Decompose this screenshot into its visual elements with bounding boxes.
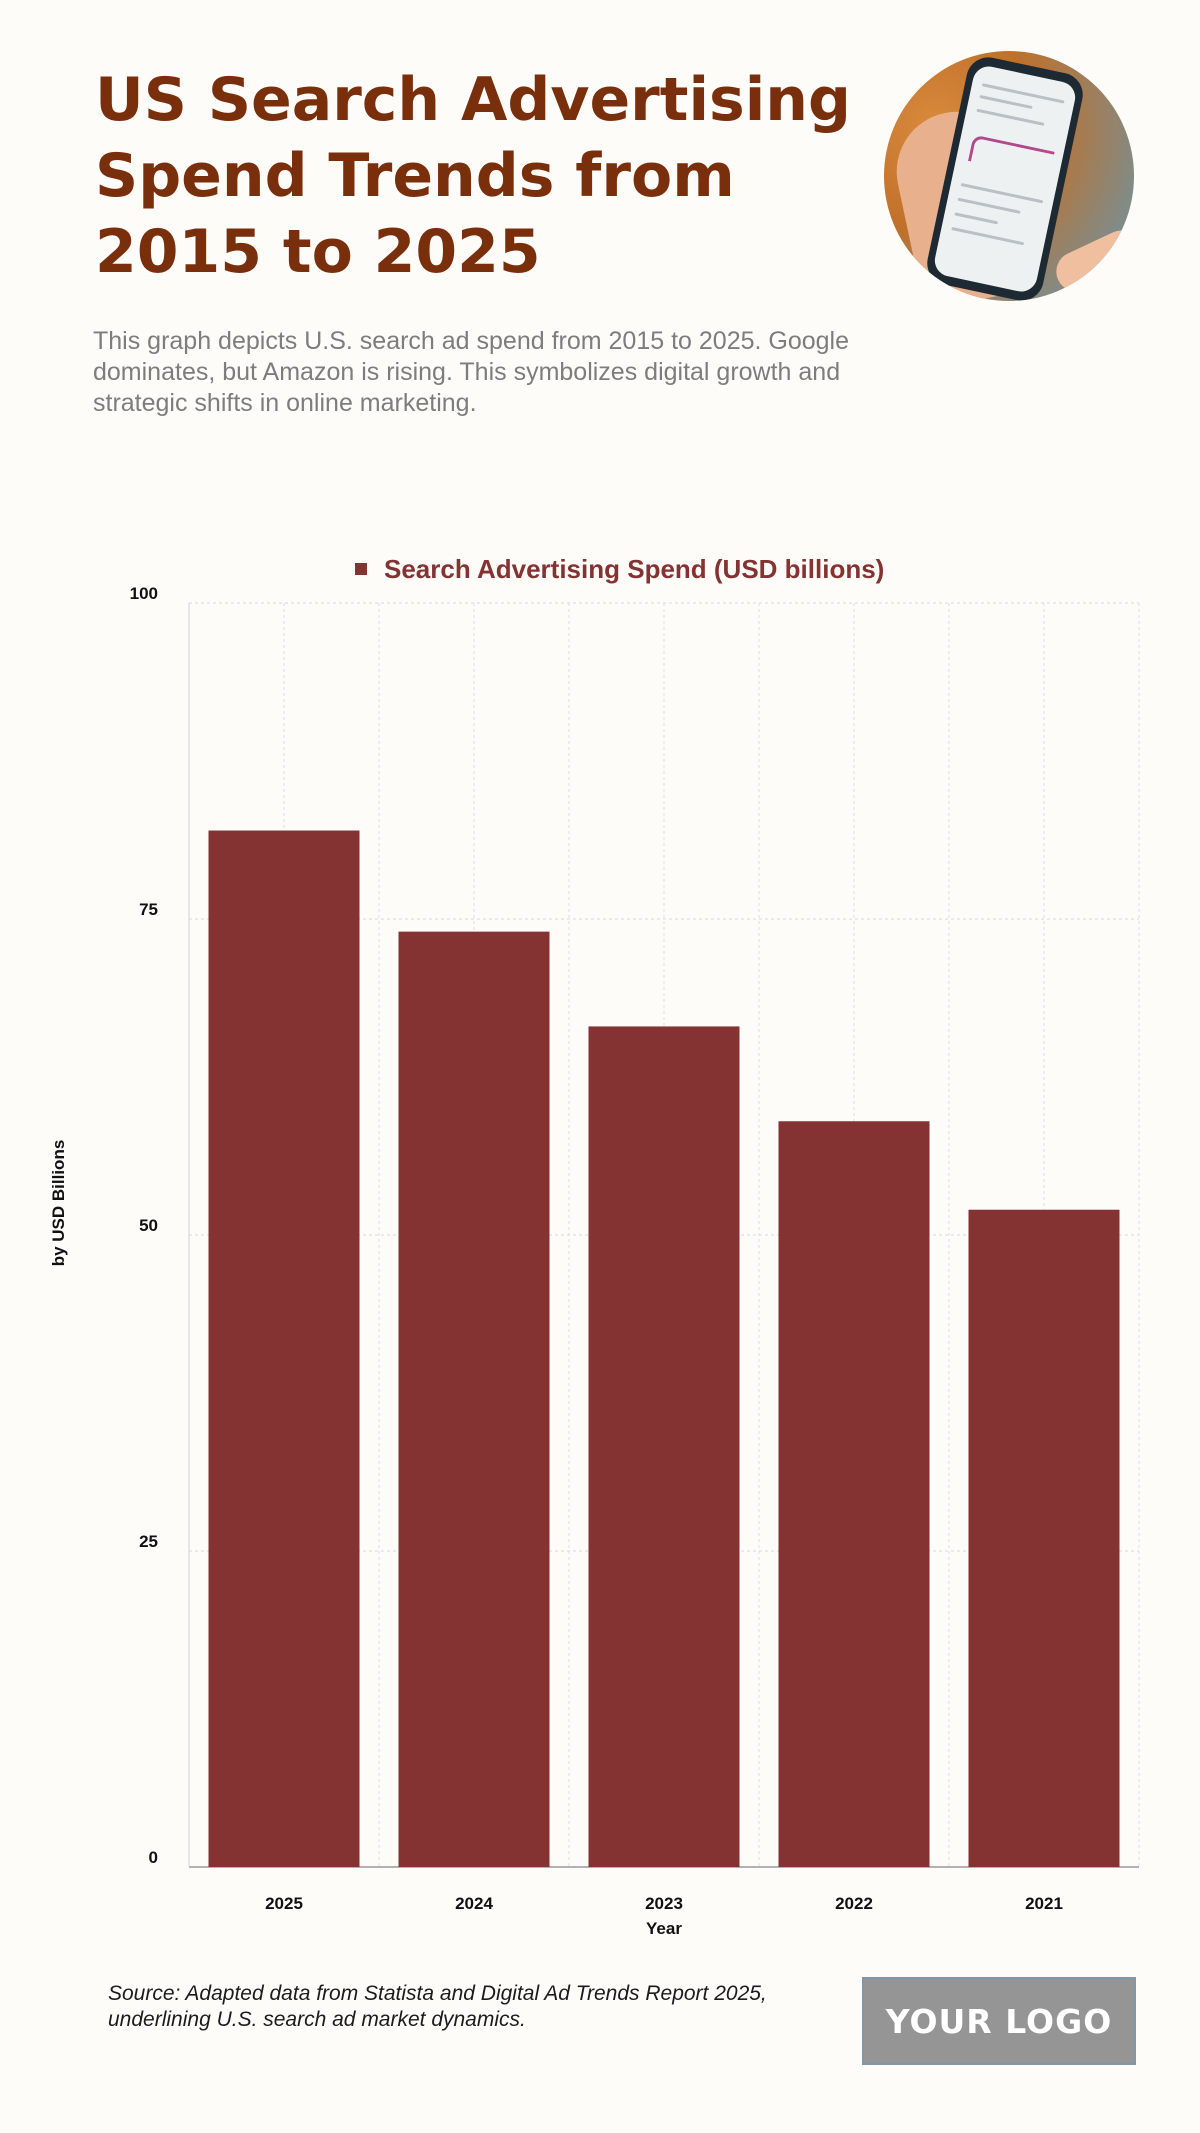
bar-2024 xyxy=(398,931,550,1867)
y-tick-label: 75 xyxy=(139,900,158,919)
y-tick-label: 50 xyxy=(139,1216,158,1235)
x-axis-title: Year xyxy=(646,1919,682,1938)
y-axis-title: by USD Billions xyxy=(49,1139,68,1267)
bar-2023 xyxy=(588,1026,740,1867)
x-tick-labels: 2025 2024 2023 2022 2021 xyxy=(265,1894,1063,1913)
page-subtitle: This graph depicts U.S. search ad spend … xyxy=(93,327,850,417)
x-tick-label: 2022 xyxy=(835,1894,873,1913)
bars xyxy=(208,830,1120,1867)
bar-2025 xyxy=(208,830,360,1867)
legend: Search Advertising Spend (USD billions) xyxy=(355,554,884,584)
y-tick-label: 25 xyxy=(139,1532,158,1551)
legend-label: Search Advertising Spend (USD billions) xyxy=(384,554,884,584)
source-note: Source: Adapted data from Statista and D… xyxy=(108,1982,767,2031)
y-tick-label: 0 xyxy=(149,1848,158,1867)
bar-2022 xyxy=(778,1121,930,1867)
x-tick-label: 2021 xyxy=(1025,1894,1063,1913)
y-tick-labels: 0 25 50 75 100 xyxy=(130,584,158,1867)
logo-placeholder: YOUR LOGO xyxy=(862,1977,1136,2065)
legend-swatch xyxy=(355,563,367,575)
page-title: US Search Advertising Spend Trends from … xyxy=(95,65,851,287)
hero-photo xyxy=(884,51,1134,301)
x-tick-label: 2024 xyxy=(455,1894,493,1913)
x-tick-label: 2023 xyxy=(645,1894,683,1913)
y-tick-label: 100 xyxy=(130,584,158,603)
x-tick-label: 2025 xyxy=(265,1894,303,1913)
bar-2021 xyxy=(968,1209,1120,1867)
